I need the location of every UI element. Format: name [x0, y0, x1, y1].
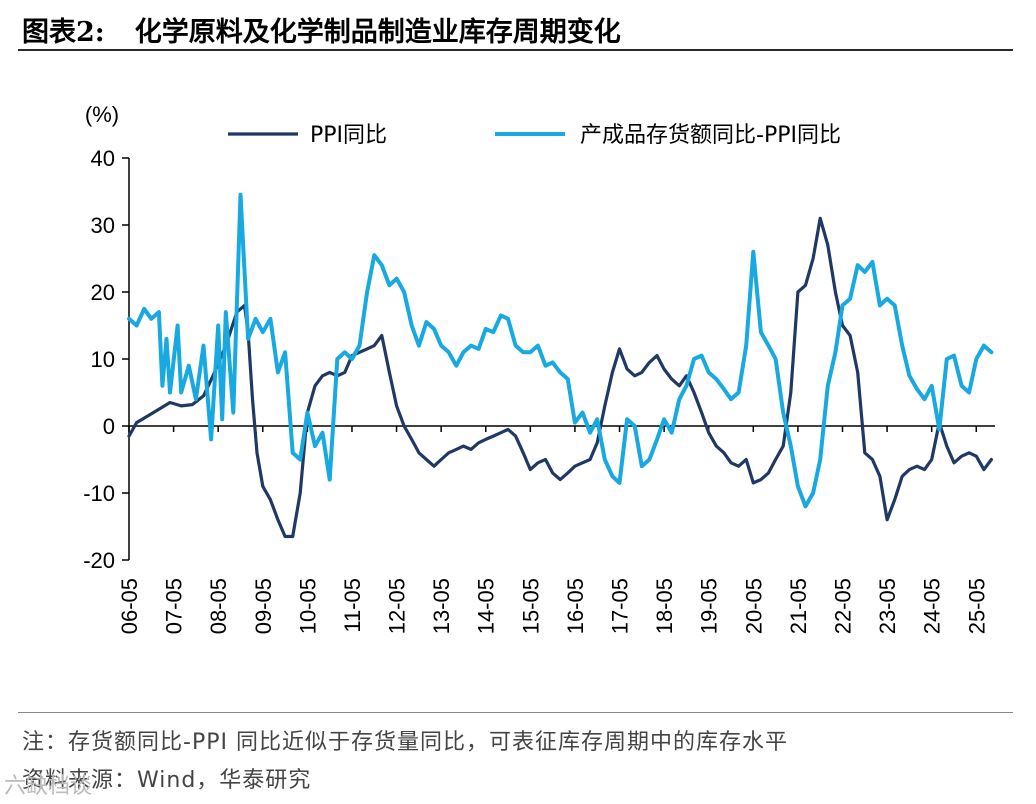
x-tick-label: 18-05	[652, 578, 677, 634]
x-tick-label: 06-05	[117, 578, 142, 634]
y-tick-label: 0	[103, 414, 115, 439]
y-axis-label: (%)	[85, 102, 119, 127]
legend-label-0: PPI同比	[310, 123, 387, 148]
y-tick-label: 10	[91, 347, 115, 372]
figure-label: 图表2:	[22, 17, 105, 48]
x-tick-label: 22-05	[830, 578, 855, 634]
x-tick-label: 07-05	[162, 578, 187, 634]
chart-note: 注：存货额同比-PPI 同比近似于存货量同比，可表征库存周期中的库存水平	[22, 730, 788, 755]
x-tick-label: 09-05	[251, 578, 276, 634]
watermark: 六缺档谈	[4, 774, 93, 799]
y-tick-label: 30	[91, 213, 115, 238]
footer-divider	[18, 712, 1013, 713]
y-tick-label: -20	[83, 548, 115, 573]
chart-axes: 40 30 20 10 0 -10 -20 (%) 06-05 07-05 08-05 09-05 10…	[83, 102, 995, 634]
x-tick-label: 17-05	[608, 578, 633, 634]
x-tick-label: 08-05	[206, 578, 231, 634]
figure-title-text: 化学原料及化学制品制造业库存周期变化	[134, 17, 621, 48]
chart-series	[127, 192, 994, 539]
x-tick-label: 21-05	[786, 578, 811, 634]
x-tick-label: 12-05	[385, 578, 410, 634]
x-tick-label: 24-05	[920, 578, 945, 634]
chart-legend: PPI同比 产成品存货额同比-PPI同比	[228, 123, 841, 148]
y-tick-label: 20	[91, 280, 115, 305]
chart-source: 资料来源：Wind，华泰研究	[22, 768, 312, 793]
x-tick-label: 15-05	[518, 578, 543, 634]
figure-title: 图表2: 化学原料及化学制品制造业库存周期变化	[22, 10, 621, 49]
line-chart: 40 30 20 10 0 -10 -20 (%) 06-05 07-05 08-05 09-05 10…	[83, 102, 995, 634]
series-line-ppi	[127, 216, 993, 539]
y-tick-label: -10	[83, 481, 115, 506]
x-tick-label: 13-05	[429, 578, 454, 634]
x-tick-label: 20-05	[741, 578, 766, 634]
x-tick-label: 14-05	[474, 578, 499, 634]
x-tick-label: 23-05	[875, 578, 900, 634]
legend-label-1: 产成品存货额同比-PPI同比	[580, 123, 841, 148]
x-tick-label: 25-05	[964, 578, 989, 634]
x-tick-label: 11-05	[340, 578, 365, 633]
y-tick-label: 40	[91, 146, 115, 171]
series-line-inventory	[127, 192, 994, 509]
x-tick-label: 10-05	[295, 578, 320, 634]
title-divider	[18, 49, 1013, 51]
x-tick-label: 19-05	[697, 578, 722, 634]
x-tick-label: 16-05	[563, 578, 588, 634]
